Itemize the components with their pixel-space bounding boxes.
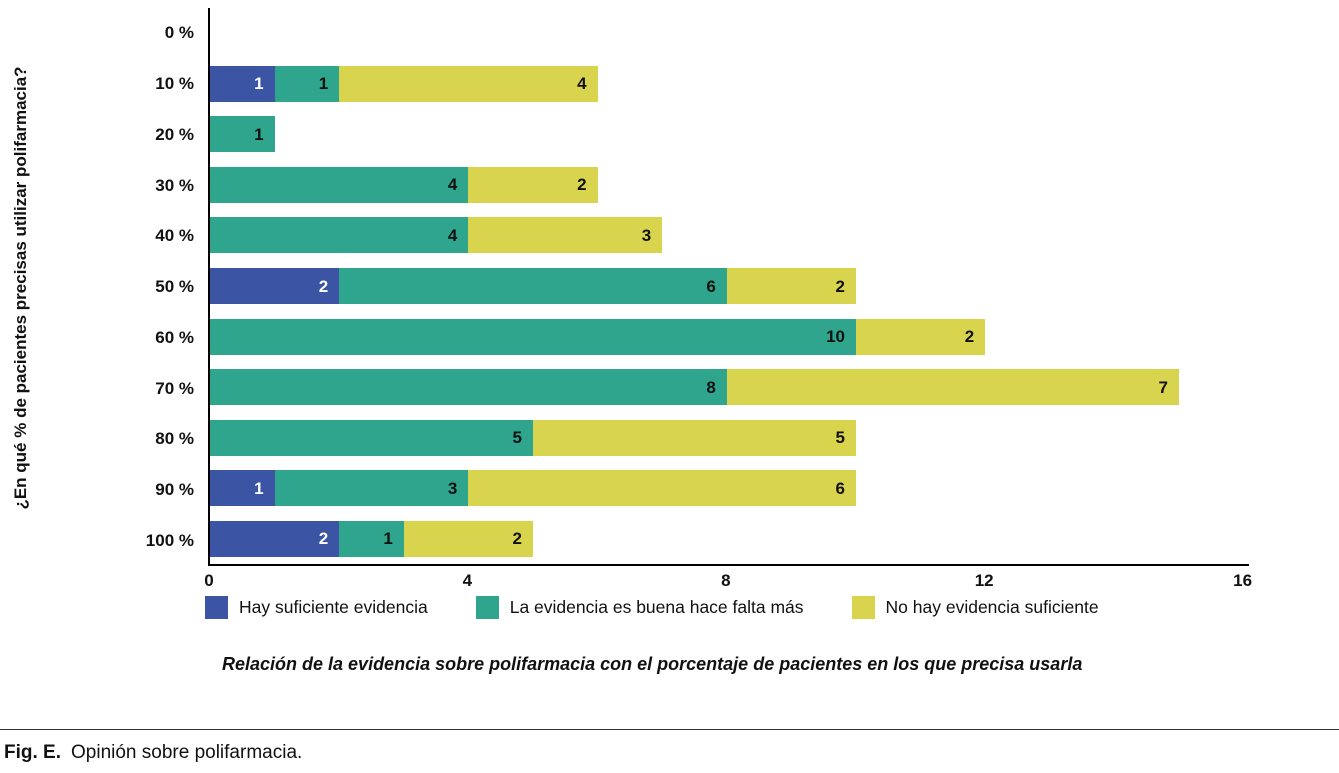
legend-item: La evidencia es buena hace falta más [475,596,804,619]
bar-row [210,8,1249,59]
figure-caption: Fig. E. Opinión sobre polifarmacia. [4,742,302,764]
bar-row: 10 2 [210,311,1249,362]
legend-swatch-icon [475,596,499,619]
bar-value-label: 6 [706,276,716,296]
y-axis-tick-labels: 0 % 10 % 20 % 30 % 40 % 50 % 60 % 70 % 80 % 90 % 1… [0,8,194,566]
bar-segment: 1 [210,65,275,102]
category-label: 30 % [155,175,194,195]
bar-segment: 5 [210,419,533,456]
bar-segment: 3 [468,217,663,254]
bar-value-label: 2 [512,529,522,549]
bar-rows: 1 1 4 1 4 2 4 3 2 6 2 10 2 8 7 5 5 1 3 6 2 1 2 [210,8,1249,564]
legend-item: Hay suficiente evidencia [205,596,428,619]
bar-segment: 2 [856,318,986,355]
x-tick-label: 8 [721,571,731,590]
bar-row: 1 [210,109,1249,160]
bar-row: 2 1 2 [210,513,1249,564]
bar-segment: 2 [468,166,598,203]
bar-value-label: 1 [318,74,329,94]
bar-row: 1 3 6 [210,463,1249,514]
x-axis-tick-labels: 0 4 8 12 16 [204,571,1253,595]
category-label: 20 % [155,124,194,144]
figure-caption-text: Opinión sobre polifarmacia. [71,742,303,763]
category-label: 80 % [155,429,194,449]
bar-segment: 1 [210,470,275,507]
plot-area: 1 1 4 1 4 2 4 3 2 6 2 10 2 8 7 5 5 1 3 6 2 1 2 [208,8,1249,566]
x-tick-label: 16 [1233,571,1253,590]
bar-row: 2 6 2 [210,261,1249,312]
figure-label: Fig. E. [4,742,61,763]
bar-value-label: 7 [1158,377,1168,397]
divider-rule [0,729,1339,730]
bar-segment: 2 [210,520,340,557]
bar-value-label: 4 [577,74,587,94]
bar-value-label: 6 [835,478,845,498]
legend-swatch-icon [851,596,875,619]
bar-value-label: 2 [318,276,329,296]
bar-segment: 2 [210,268,340,304]
bar-value-label: 8 [706,377,716,397]
category-label: 50 % [155,277,194,297]
bar-value-label: 1 [254,124,264,144]
bar-value-label: 1 [254,478,264,498]
bar-segment: 6 [339,268,727,304]
category-label: 40 % [155,226,194,246]
bar-value-label: 3 [447,478,458,498]
category-label: 100 % [145,530,194,550]
bar-segment: 5 [533,419,856,456]
x-tick-label: 0 [204,571,214,590]
bar-segment: 3 [274,470,469,507]
legend-item: No hay evidencia suficiente [851,596,1099,619]
bar-segment: 2 [726,268,856,304]
bar-value-label: 5 [835,428,845,448]
x-tick-label: 4 [462,571,473,590]
bar-segment: 1 [210,116,275,153]
bar-segment: 1 [274,65,340,102]
chart-caption: Relación de la evidencia sobre polifarma… [222,654,1083,674]
bar-value-label: 1 [383,529,393,549]
legend-label: La evidencia es buena hace falta más [509,597,804,617]
bar-value-label: 4 [447,225,458,245]
bar-segment: 1 [339,520,404,557]
bar-value-label: 2 [964,327,975,347]
bar-value-label: 2 [835,276,845,296]
bar-value-label: 4 [447,175,458,195]
bar-segment: 4 [339,65,598,102]
bar-value-label: 2 [318,529,329,549]
category-label: 90 % [155,479,194,499]
bar-value-label: 10 [826,327,845,347]
category-label: 0 % [164,23,194,43]
bar-segment: 4 [210,217,469,254]
legend-swatch-icon [205,596,228,619]
bar-segment: 8 [210,369,727,406]
category-label: 60 % [155,327,194,347]
legend-label: No hay evidencia suficiente [885,597,1099,617]
bar-segment: 7 [726,369,1179,406]
bar-value-label: 5 [512,428,522,448]
bar-value-label: 2 [577,175,587,195]
category-label: 10 % [155,74,194,94]
bar-segment: 4 [210,166,469,203]
legend-label: Hay suficiente evidencia [239,597,428,617]
bar-value-label: 3 [641,225,652,245]
bar-value-label: 1 [254,74,264,94]
bar-segment: 2 [403,520,533,557]
bar-row: 1 1 4 [210,59,1249,110]
bar-segment: 10 [210,318,856,355]
chart-legend: Hay suficiente evidencia La evidencia es … [205,596,1265,619]
x-tick-label: 12 [974,571,994,590]
bar-segment: 6 [468,470,856,507]
category-label: 70 % [155,378,194,398]
